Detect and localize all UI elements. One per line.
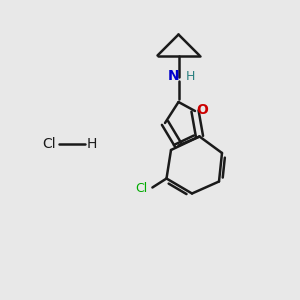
Text: H: H [87,137,97,151]
Text: H: H [186,70,195,83]
Text: O: O [196,103,208,116]
Text: Cl: Cl [135,182,147,196]
Text: Cl: Cl [43,137,56,151]
Text: N: N [168,70,180,83]
